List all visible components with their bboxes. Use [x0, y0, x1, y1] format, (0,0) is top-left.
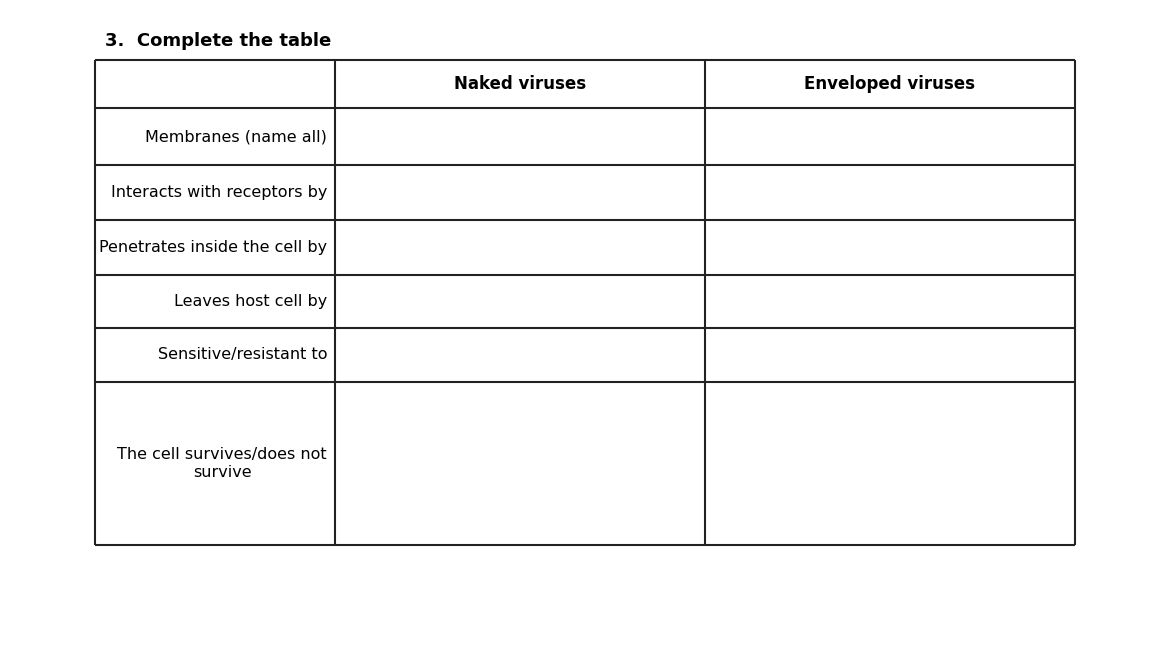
Text: Sensitive/resistant to: Sensitive/resistant to [158, 347, 326, 362]
Text: Membranes (name all): Membranes (name all) [145, 129, 326, 144]
Text: 3.  Complete the table: 3. Complete the table [105, 32, 331, 50]
Text: Enveloped viruses: Enveloped viruses [805, 75, 976, 93]
Bar [95, 60, 1075, 545]
Text: The cell survives/does not
survive: The cell survives/does not survive [117, 447, 326, 480]
Text: Penetrates inside the cell by: Penetrates inside the cell by [99, 240, 326, 255]
Text: Naked viruses: Naked viruses [454, 75, 586, 93]
Text: Interacts with receptors by: Interacts with receptors by [111, 185, 326, 200]
Text: Leaves host cell by: Leaves host cell by [174, 294, 326, 309]
